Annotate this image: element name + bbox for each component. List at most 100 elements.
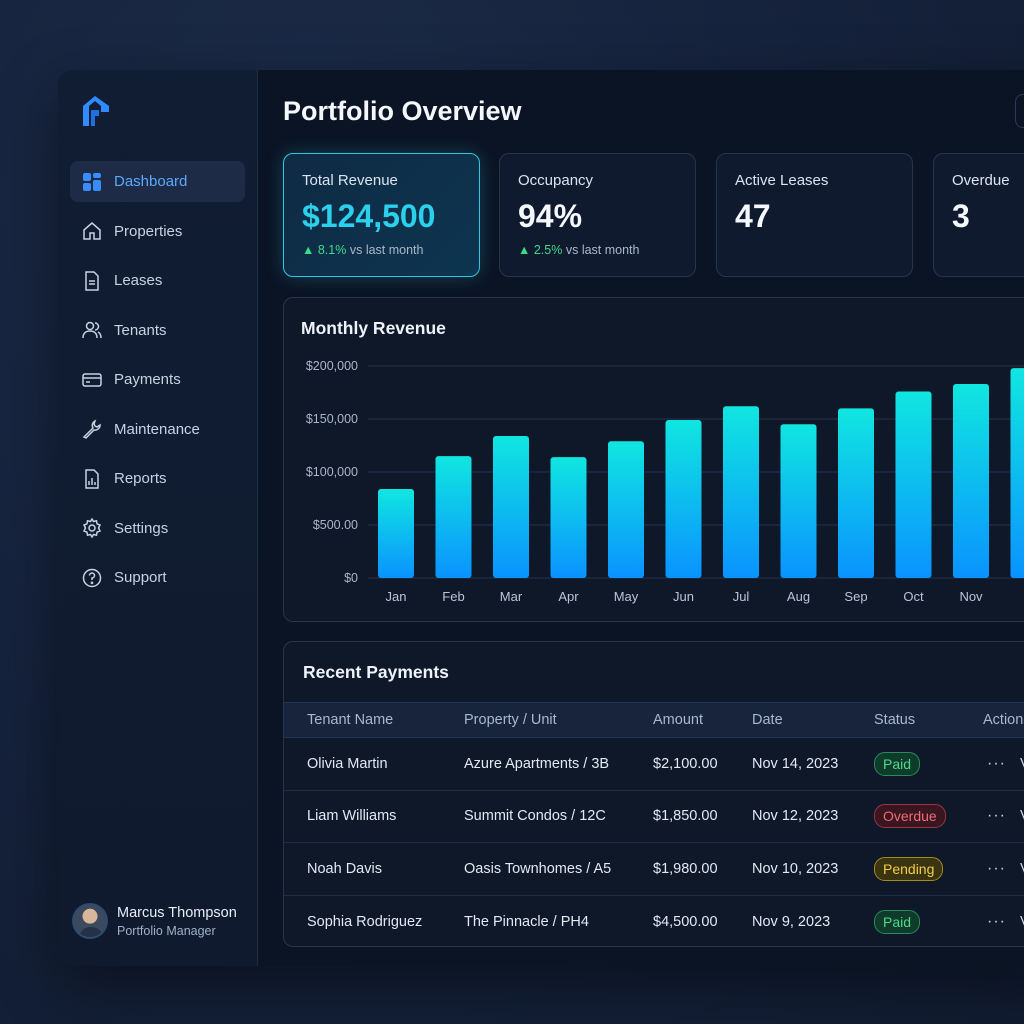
table-row[interactable]: Noah Davis Oasis Townhomes / A5 $1,980.0… [284,843,1024,896]
amount: $1,850.00 [653,808,718,825]
x-tick-label: Apr [558,589,579,604]
more-actions-icon[interactable]: ··· [987,807,1006,825]
bar-mar[interactable] [493,435,529,578]
bar-jun[interactable] [665,420,702,578]
bar-oct[interactable] [895,391,932,578]
avatar[interactable] [72,903,108,939]
bar-aug[interactable] [780,424,817,578]
kpi-card-total-revenue[interactable]: Total Revenue $124,500 ▲ 8.1% vs last mo… [283,153,480,277]
bar-jan[interactable] [378,488,414,578]
bar-apr[interactable] [550,457,587,578]
property-unit: Summit Condos / 12C [464,808,606,825]
column-header-amount[interactable]: Amount [653,712,703,728]
kpi-delta: ▲ 8.1% vs last month [302,243,479,257]
view-action-link[interactable]: V [1020,808,1024,824]
column-header-date[interactable]: Date [752,712,783,728]
monthly-revenue-card: Monthly Revenue $0 $500.00 $100,000 $150,00… [283,297,1024,622]
sidebar-item-payments[interactable]: Payments [70,359,245,400]
table-header: Tenant Name Property / Unit Amount Date … [284,702,1024,738]
gear-icon [82,518,102,538]
more-actions-icon[interactable]: ··· [987,912,1006,930]
x-tick-label: Jun [673,589,694,604]
kpi-card-occupancy[interactable]: Occupancy 94% ▲ 2.5% vs last month [499,153,696,277]
sidebar-item-label: Payments [114,371,181,388]
bar-n[interactable] [1010,368,1024,578]
app-window: Dashboard Properties Leases Tenants [58,70,1024,966]
trend-up-icon: ▲ [518,243,531,257]
view-action-link[interactable]: V [1020,914,1024,930]
date: Nov 10, 2023 [752,860,839,877]
tenant-name: Liam Williams [307,808,397,825]
sidebar: Dashboard Properties Leases Tenants [58,70,258,966]
x-tick-label: Sep [844,589,867,604]
kpi-delta: ▲ 2.5% vs last month [518,243,695,257]
page-title: Portfolio Overview [283,96,522,126]
date: Nov 12, 2023 [752,808,839,825]
amount: $2,100.00 [653,755,718,772]
view-action-link[interactable]: V [1020,861,1024,877]
column-header-actions: Actions [983,712,1024,728]
bar-jul[interactable] [723,406,759,578]
sidebar-item-label: Maintenance [114,420,200,438]
report-chart-icon [82,468,102,489]
kpi-label: Occupancy [518,172,594,189]
brand-logo-icon[interactable] [81,94,111,128]
document-icon [82,270,102,291]
sidebar-item-maintenance[interactable]: Maintenance [70,409,245,450]
sidebar-item-label: Tenants [114,321,167,339]
header-action-button[interactable] [1015,94,1024,128]
more-actions-icon[interactable]: ··· [987,859,1006,877]
kpi-label: Total Revenue [302,172,398,189]
table-row[interactable]: Olivia Martin Azure Apartments / 3B $2,1… [284,738,1024,791]
dashboard-grid-icon [82,172,102,192]
property-unit: Azure Apartments / 3B [464,755,610,772]
x-tick-label: Feb [442,589,464,604]
sidebar-item-dashboard[interactable]: Dashboard [70,161,245,202]
sidebar-item-reports[interactable]: Reports [70,458,245,499]
property-unit: Oasis Townhomes / A5 [464,860,612,877]
y-tick-label: $150,000 [306,412,358,426]
date: Nov 14, 2023 [752,755,839,772]
y-tick-label: $100,000 [306,465,358,479]
x-tick-label: Nov [959,589,983,604]
table-row[interactable]: Liam Williams Summit Condos / 12C $1,850… [284,791,1024,843]
column-header-status[interactable]: Status [874,712,916,728]
column-header-property[interactable]: Property / Unit [464,712,557,728]
trend-up-icon: ▲ [302,243,315,257]
more-actions-icon[interactable]: ··· [987,754,1006,772]
sidebar-item-support[interactable]: Support [70,557,245,598]
bar-sep[interactable] [838,408,874,578]
chart-title: Monthly Revenue [301,318,446,338]
kpi-delta-text: vs last month [349,243,424,257]
user-profile[interactable]: Marcus Thompson Portfolio Manager [72,903,237,939]
tenant-name: Sophia Rodriguez [307,913,423,930]
y-tick-label: $500.00 [313,518,358,532]
recent-payments-card: Recent Payments Tenant Name Property / U… [283,641,1024,947]
status-badge: Overdue [874,804,946,829]
sidebar-item-settings[interactable]: Settings [70,508,245,549]
view-action-link[interactable]: V [1020,756,1024,772]
kpi-value: $124,500 [302,198,436,234]
bar-nov[interactable] [953,384,989,578]
table-row[interactable]: Sophia Rodriguez The Pinnacle / PH4 $4,5… [284,896,1024,947]
sidebar-item-label: Dashboard [114,173,188,190]
kpi-card-overdue[interactable]: Overdue 3 [933,153,1024,277]
column-header-tenant[interactable]: Tenant Name [307,712,394,728]
payments-table: Tenant Name Property / Unit Amount Date … [284,702,1024,947]
users-icon [82,320,102,340]
sidebar-item-tenants[interactable]: Tenants [70,310,245,351]
kpi-card-active-leases[interactable]: Active Leases 47 [716,153,913,277]
sidebar-item-properties[interactable]: Properties [70,211,245,252]
help-circle-icon [82,568,102,588]
x-tick-label: May [614,589,639,604]
payments-title: Recent Payments [303,662,449,682]
bar-feb[interactable] [435,456,472,578]
tenant-name: Olivia Martin [307,755,388,772]
property-unit: The Pinnacle / PH4 [464,913,589,930]
main-content: Portfolio Overview Total Revenue $124,50… [258,70,1024,966]
sidebar-item-leases[interactable]: Leases [70,260,245,301]
bar-may[interactable] [608,441,644,578]
y-tick-label: $0 [344,571,358,585]
kpi-delta-value: 2.5% [533,243,563,257]
status-badge: Paid [874,909,921,934]
